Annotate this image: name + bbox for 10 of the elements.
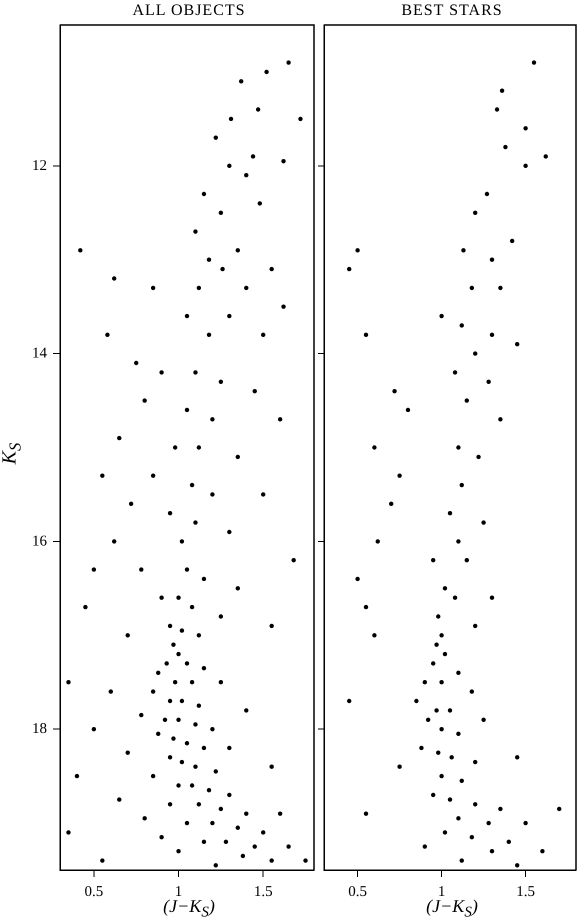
y-tick-label: 16 (32, 533, 48, 550)
y-tick-label: 18 (32, 721, 47, 738)
chart-title: ALL OBJECTS (131, 2, 247, 20)
x-tick-label: 0.5 (348, 884, 367, 900)
x-tick-label: 1.5 (254, 884, 273, 900)
x-tick-label: 1.5 (516, 884, 535, 900)
y-tick-label: 12 (32, 158, 47, 174)
x-tick-label: 0.5 (84, 884, 104, 900)
chart-title: BEST STARS (400, 2, 504, 20)
y-tick-label: 14 (32, 346, 48, 362)
